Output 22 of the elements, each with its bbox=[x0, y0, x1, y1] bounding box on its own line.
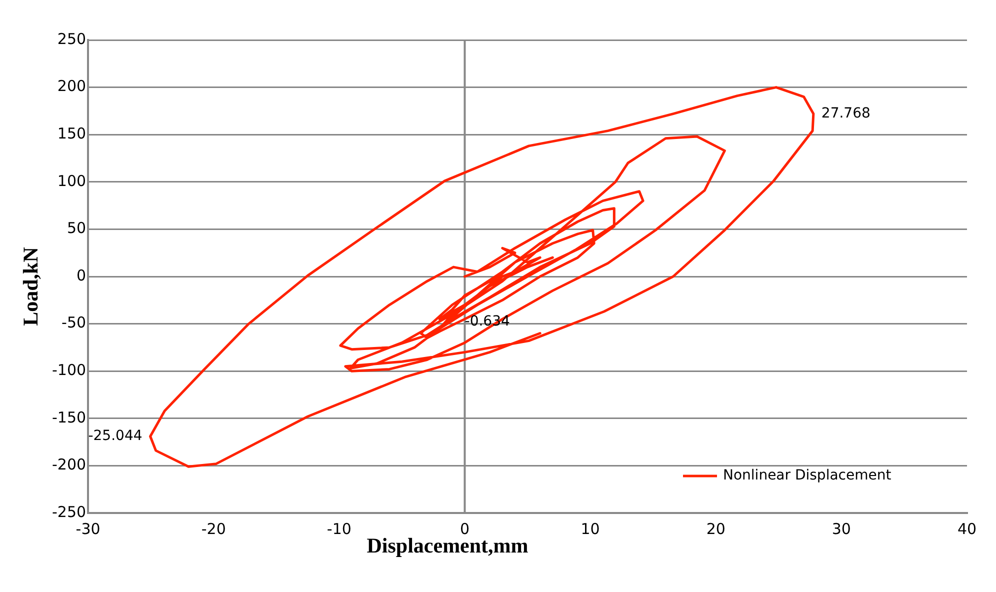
y-tick-label: 0 bbox=[76, 266, 86, 284]
annotation: 27.768 bbox=[821, 105, 870, 122]
x-tick-label: -10 bbox=[326, 520, 352, 538]
x-tick-label: -30 bbox=[76, 520, 100, 538]
x-tick-label: 40 bbox=[957, 520, 977, 538]
x-tick-label: -20 bbox=[201, 520, 226, 538]
y-tick-label: -250 bbox=[52, 502, 86, 521]
y-axis-title: Load,kN bbox=[18, 247, 42, 326]
x-tick-label: 10 bbox=[580, 520, 600, 538]
y-tick-label: 250 bbox=[57, 30, 86, 48]
y-tick-label: 150 bbox=[57, 124, 86, 142]
y-tick-label: 200 bbox=[57, 77, 86, 96]
y-tick-label: -150 bbox=[52, 408, 86, 426]
annotation: -25.044 bbox=[88, 428, 142, 444]
y-tick-label: -200 bbox=[52, 456, 86, 474]
y-tick-label: -50 bbox=[62, 314, 86, 332]
y-tick-label: -100 bbox=[52, 360, 86, 379]
x-tick-label: 20 bbox=[706, 520, 726, 538]
y-tick-label: 50 bbox=[66, 219, 86, 238]
legend-label: Nonlinear Displacement bbox=[723, 468, 892, 484]
y-tick-label: 100 bbox=[57, 172, 86, 190]
x-tick-label: 30 bbox=[832, 520, 851, 538]
